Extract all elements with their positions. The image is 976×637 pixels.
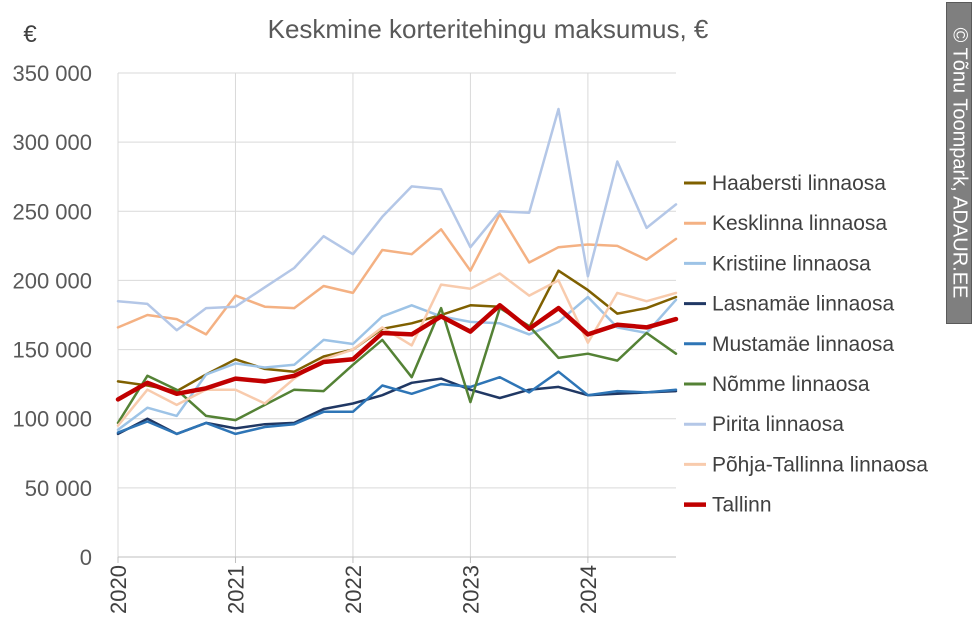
y-tick-label: 150 000 (12, 338, 92, 363)
y-tick-label: 100 000 (12, 407, 92, 432)
legend-label: Kesklinna linnaosa (712, 212, 887, 235)
x-axis-ticks: 2020 2021 2022 2023 2024 (106, 557, 601, 614)
credit-banner: © Tõnu Toompark, ADAUR.EE (946, 2, 972, 324)
y-axis-ticks: 0 50 000 100 000 150 000 200 000 250 000 300 0… (12, 61, 92, 570)
y-axis-unit-label: € (23, 21, 37, 48)
y-tick-label: 250 000 (12, 199, 92, 224)
series-line-mustam-e-linnaosa (116, 370, 678, 436)
legend-label: Haabersti linnaosa (712, 172, 886, 195)
legend-label: Mustamäe linnaosa (712, 333, 894, 356)
legend-label: Lasnamäe linnaosa (712, 293, 894, 316)
y-tick-label: 350 000 (12, 61, 92, 86)
x-tick-label: 2023 (458, 565, 483, 614)
series-line-n-mme-linnaosa (116, 306, 678, 425)
series-line-kristiine-linnaosa (116, 295, 678, 432)
y-tick-label: 200 000 (12, 268, 92, 293)
gridlines (117, 72, 676, 557)
series-line-tallinn (115, 303, 679, 402)
credit-text: © Tõnu Toompark, ADAUR.EE (948, 27, 971, 299)
legend-label: Kristiine linnaosa (712, 252, 871, 275)
series-line-kesklinna-linnaosa (116, 212, 678, 336)
legend-label: Pirita linnaosa (712, 413, 844, 436)
y-tick-label: 300 000 (12, 130, 92, 155)
legend-label: Nõmme linnaosa (712, 373, 870, 396)
x-tick-label: 2020 (106, 565, 131, 614)
y-tick-label: 0 (80, 545, 92, 570)
series-lines (115, 107, 679, 436)
x-tick-label: 2022 (341, 565, 366, 614)
chart-title: Keskmine korteritehingu maksumus, € (268, 14, 709, 44)
x-tick-label: 2021 (223, 565, 248, 614)
legend: Haabersti linnaosa Kesklinna linnaosa Kris… (684, 172, 928, 517)
y-tick-label: 50 000 (25, 476, 92, 501)
legend-label: Põhja-Tallinna linnaosa (712, 453, 928, 476)
legend-label: Tallinn (712, 494, 772, 517)
x-tick-label: 2024 (576, 565, 601, 614)
series-line-pirita-linnaosa (116, 107, 678, 332)
